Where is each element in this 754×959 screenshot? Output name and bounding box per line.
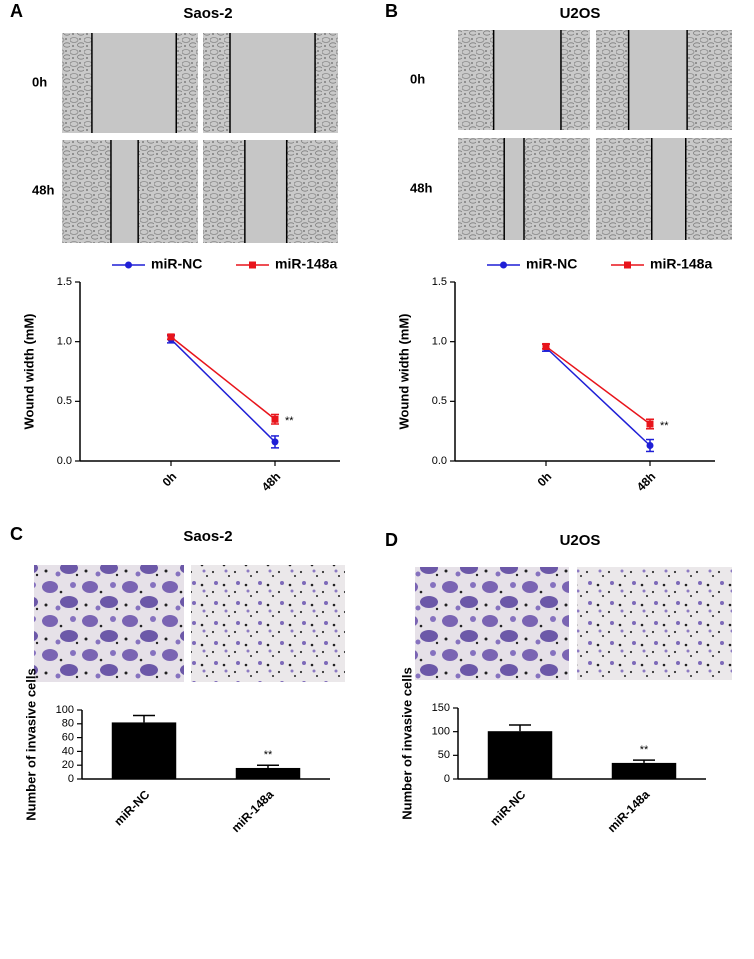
micrograph (191, 565, 345, 682)
x-tick-label: 0h (160, 469, 180, 489)
legend-marker (249, 261, 256, 269)
row-label: 0h (410, 71, 425, 86)
significance: ** (285, 415, 294, 427)
y-tick-label: 100 (432, 726, 450, 738)
significance: ** (660, 420, 669, 432)
bar (235, 767, 301, 779)
x-tick-label: miR-148a (229, 787, 277, 835)
y-tick-label: 0.5 (57, 395, 72, 407)
panel-label: C (10, 524, 23, 544)
wound-area (91, 33, 177, 133)
y-axis-label: Wound width (mM) (21, 313, 36, 429)
marker (271, 415, 279, 423)
y-tick-label: 0 (444, 773, 450, 785)
y-tick-label: 1.5 (432, 276, 447, 288)
wound-area (110, 140, 139, 243)
micrograph (34, 565, 184, 682)
micrograph (577, 567, 732, 680)
panel-label: A (10, 1, 23, 21)
wound-area (504, 138, 524, 240)
y-tick-label: 0.0 (432, 455, 447, 467)
y-tick-label: 1.0 (57, 336, 72, 348)
panel-label: B (385, 1, 398, 21)
micrograph (415, 567, 569, 680)
error-bar (133, 714, 155, 723)
legend-label: miR-NC (526, 256, 577, 272)
panel-label: D (385, 530, 398, 550)
error-bar (257, 764, 279, 768)
x-tick-label: miR-148a (605, 787, 653, 835)
y-tick-label: 40 (62, 745, 74, 757)
significance: ** (640, 744, 649, 756)
x-tick-label: miR-NC (487, 787, 528, 828)
x-tick-label: 48h (634, 469, 659, 494)
wound-area (230, 33, 316, 133)
legend-marker (624, 261, 631, 269)
series-line (170, 336, 276, 420)
y-tick-label: 60 (62, 732, 74, 744)
wound-area (493, 30, 561, 130)
row-label: 0h (32, 74, 47, 89)
legend-marker (500, 261, 507, 269)
y-tick-label: 1.5 (57, 276, 72, 288)
x-tick-label: 0h (535, 469, 555, 489)
bar (487, 731, 553, 779)
y-tick-label: 0.0 (57, 455, 72, 467)
legend-marker (125, 261, 132, 269)
legend-label: miR-148a (650, 256, 712, 272)
y-tick-label: 20 (62, 759, 74, 771)
marker (167, 333, 175, 341)
bar (111, 722, 177, 779)
panel-title: U2OS (560, 5, 601, 22)
significance: ** (264, 749, 273, 761)
x-tick-label: miR-NC (111, 787, 152, 828)
y-tick-label: 50 (438, 749, 450, 761)
y-tick-label: 0 (68, 773, 74, 785)
y-tick-label: 100 (56, 704, 74, 716)
legend-label: miR-NC (151, 256, 202, 272)
legend-label: miR-148a (275, 256, 337, 272)
wound-area (628, 30, 688, 130)
y-tick-label: 1.0 (432, 336, 447, 348)
error-bar (509, 724, 531, 732)
y-axis-label: Number of invasive cells (399, 667, 414, 819)
wound-area (651, 138, 686, 240)
x-tick-label: 48h (259, 469, 284, 494)
row-label: 48h (32, 182, 54, 197)
marker (542, 342, 550, 350)
y-tick-label: 80 (62, 718, 74, 730)
panel-title: U2OS (560, 532, 601, 549)
row-label: 48h (410, 180, 432, 195)
marker (646, 420, 654, 428)
y-axis-label: Wound width (mM) (396, 313, 411, 429)
marker (646, 441, 654, 449)
y-tick-label: 0.5 (432, 395, 447, 407)
series-line (545, 347, 651, 447)
bar (611, 762, 677, 779)
y-axis-label: Number of invasive cells (23, 668, 38, 820)
marker (271, 438, 279, 446)
error-bar (633, 759, 655, 763)
y-tick-label: 150 (432, 702, 450, 714)
wound-area (244, 140, 287, 243)
series-line (170, 338, 276, 443)
series-line (545, 345, 651, 425)
panel-title: Saos-2 (183, 5, 232, 22)
panel-title: Saos-2 (183, 528, 232, 545)
